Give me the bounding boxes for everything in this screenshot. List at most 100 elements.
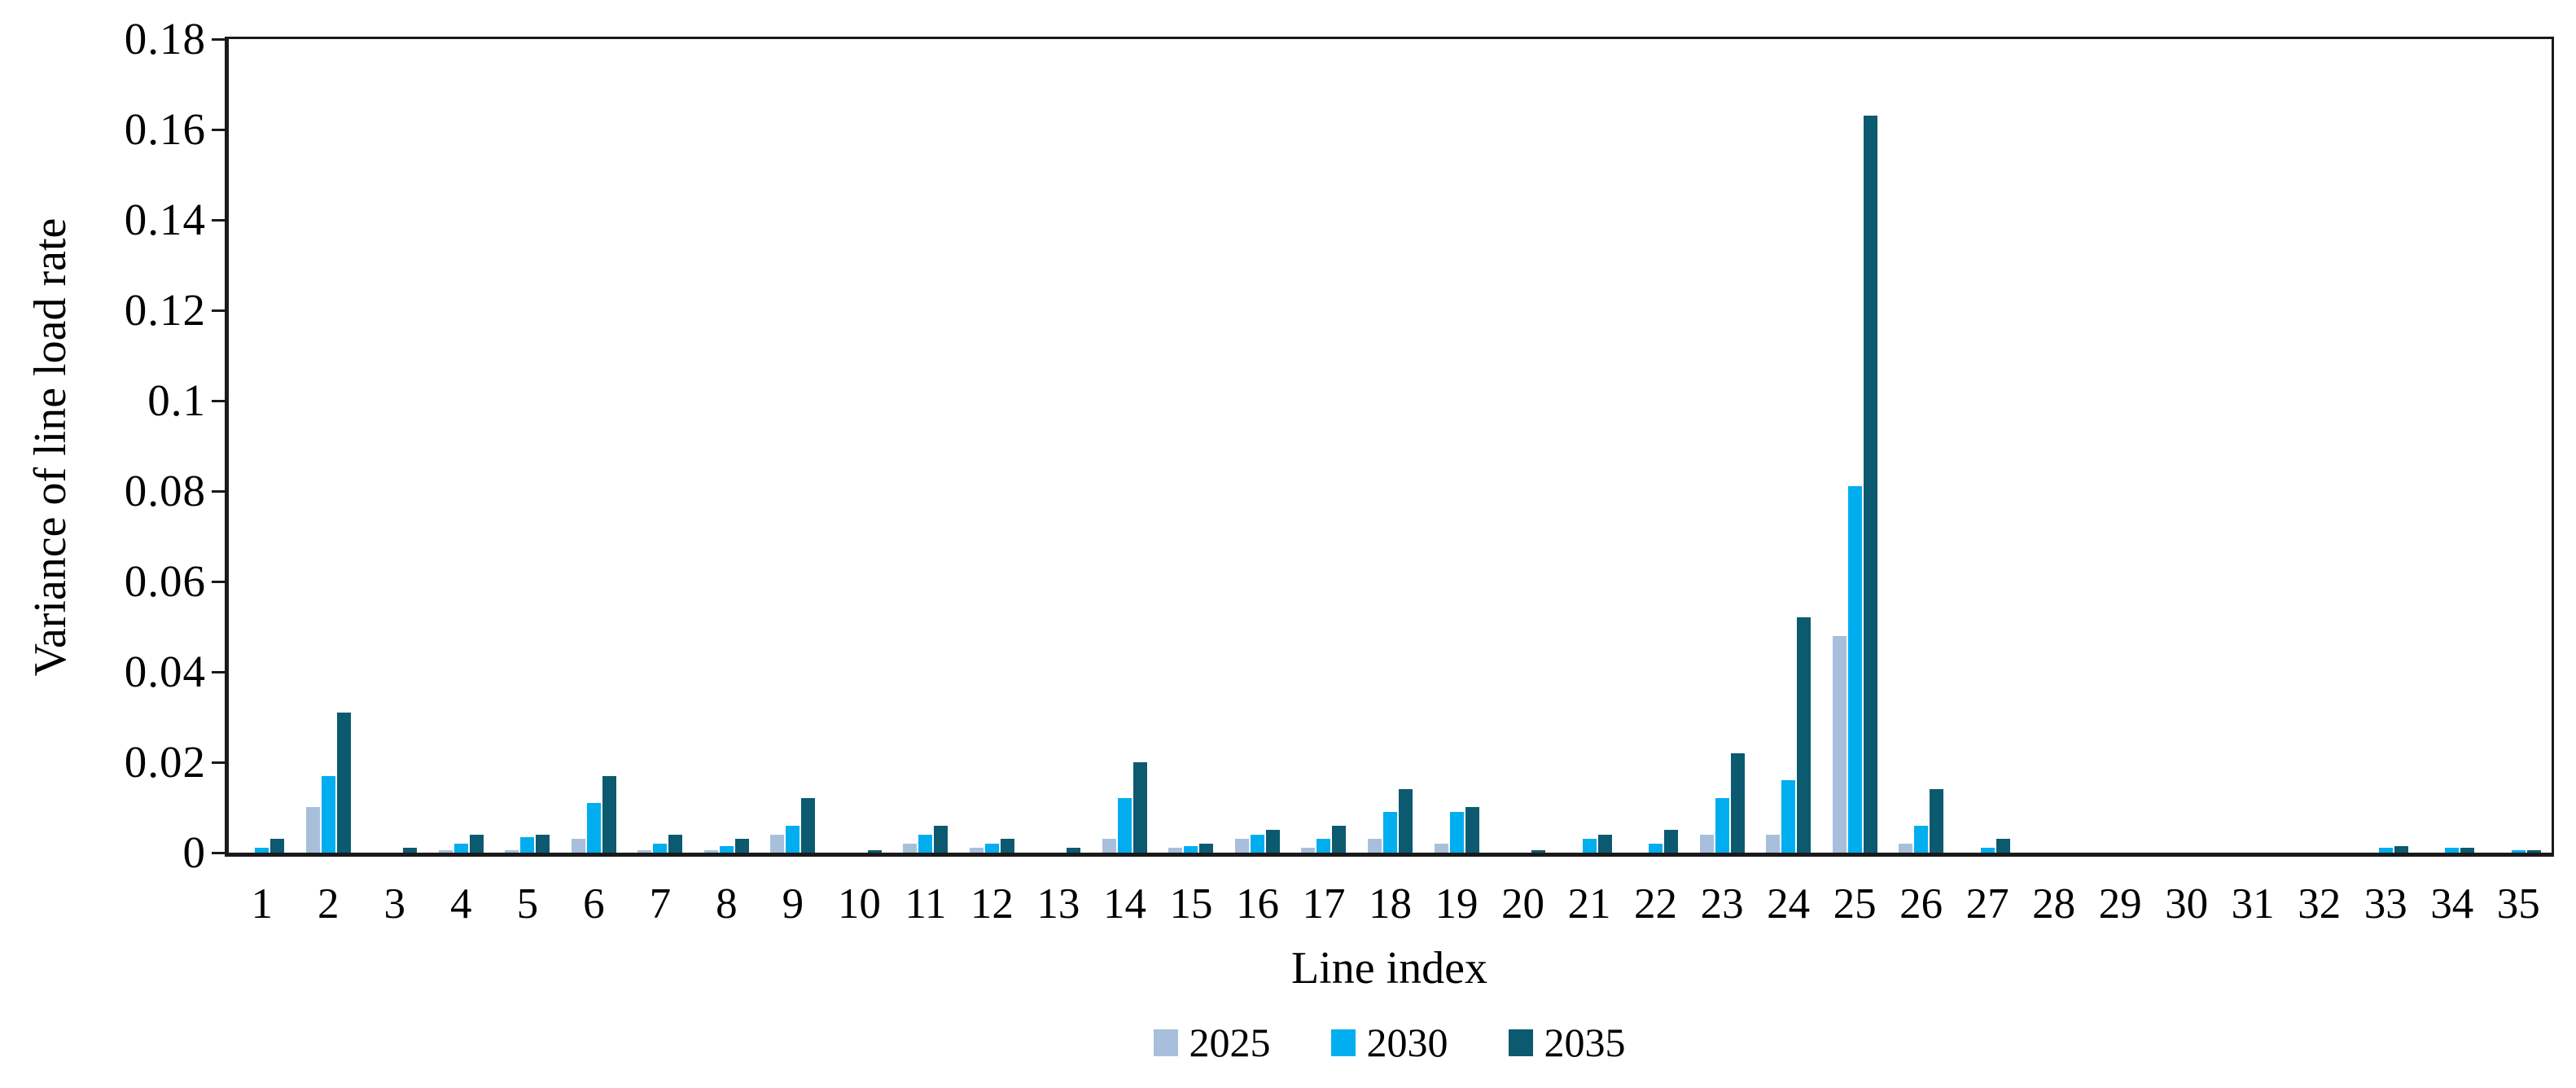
legend-item-2025: 2025	[1153, 1020, 1271, 1065]
x-tick-label: 8	[716, 880, 738, 928]
bar-2030	[2378, 848, 2393, 853]
bar-2025	[637, 850, 652, 853]
bar-2030	[653, 844, 668, 853]
bar-2035	[1332, 826, 1347, 853]
bar-2035	[867, 850, 882, 853]
legend-swatch-icon	[1153, 1029, 1178, 1056]
bar-2025	[1368, 839, 1382, 853]
x-tick-label: 11	[905, 880, 947, 928]
bar-2030	[1980, 848, 1995, 853]
bar-group	[703, 839, 750, 853]
y-tick-label: 0.06	[124, 556, 206, 606]
y-tick-label: 0.04	[124, 647, 206, 696]
x-tick-label: 26	[1899, 880, 1943, 928]
bar-2030	[918, 835, 933, 853]
x-tick-label: 6	[583, 880, 605, 928]
y-tick-label: 0.02	[124, 737, 206, 787]
bar-2035	[1265, 830, 1280, 853]
x-tick-label: 24	[1767, 880, 1811, 928]
x-tick-label: 27	[1965, 880, 2009, 928]
bar-2035	[1863, 116, 1877, 853]
bar-group	[769, 798, 817, 853]
bar-2025	[1102, 839, 1116, 853]
bar-2030	[520, 837, 535, 853]
bar-2025	[438, 850, 453, 853]
legend: 2025 2030 2035	[225, 1020, 2554, 1065]
x-tick-label: 18	[1369, 880, 1412, 928]
bar-group	[371, 848, 418, 853]
bar-2030	[984, 844, 999, 853]
bar-group	[1300, 826, 1347, 853]
bar-2035	[734, 839, 749, 853]
x-tick-label: 33	[2364, 880, 2407, 928]
y-tick-label: 0	[182, 827, 206, 877]
x-tick-label: 14	[1102, 880, 1146, 928]
x-tick-label: 22	[1634, 880, 1678, 928]
y-axis-tick	[212, 400, 225, 402]
bar-group	[504, 835, 551, 853]
bar-2025	[1832, 636, 1847, 853]
bar-group	[570, 776, 617, 853]
bar-2025	[1899, 844, 1913, 853]
bar-2035	[1199, 844, 1214, 853]
bar-group	[1500, 850, 1547, 853]
bar-2030	[1383, 812, 1397, 853]
bar-2025	[1699, 835, 1714, 853]
bar-2035	[1531, 850, 1546, 853]
bar-group	[437, 835, 484, 853]
bar-2030	[1582, 839, 1597, 853]
bar-2030	[1914, 826, 1929, 853]
bar-2025	[903, 844, 918, 853]
bar-group	[1233, 830, 1281, 853]
y-tick-label: 0.12	[124, 285, 206, 335]
bar-2035	[801, 798, 816, 853]
bar-2030	[1847, 486, 1862, 853]
bar-2035	[270, 839, 285, 853]
bar-group	[1831, 116, 1878, 853]
x-tick-label: 35	[2496, 880, 2540, 928]
x-tick-label: 32	[2298, 880, 2342, 928]
bar-2030	[2445, 848, 2460, 853]
y-axis-tick	[212, 219, 225, 222]
bar-group	[2429, 848, 2476, 853]
y-axis-tick	[212, 129, 225, 131]
bar-2030	[1715, 798, 1729, 853]
bar-2030	[1316, 839, 1331, 853]
bar-2025	[1234, 839, 1249, 853]
legend-swatch-icon	[1508, 1029, 1533, 1056]
bar-group	[1101, 762, 1148, 853]
x-axis-title: Line index	[1290, 943, 1488, 994]
y-axis-tick	[212, 309, 225, 312]
bar-group	[1566, 835, 1613, 853]
bar-2035	[2394, 846, 2408, 853]
x-tick-label: 15	[1169, 880, 1213, 928]
x-tick-label: 7	[649, 880, 672, 928]
bar-2035	[1465, 807, 1479, 853]
x-tick-label: 21	[1567, 880, 1611, 928]
y-tick-label: 0.16	[124, 104, 206, 154]
bar-2030	[1250, 835, 1264, 853]
x-tick-label: 5	[516, 880, 539, 928]
bar-2030	[1184, 846, 1198, 853]
y-tick-label: 0.08	[124, 466, 206, 515]
bar-group	[637, 835, 684, 853]
bar-2035	[403, 848, 418, 853]
x-tick-label: 28	[2032, 880, 2076, 928]
bar-2025	[1168, 848, 1183, 853]
x-tick-label: 30	[2165, 880, 2209, 928]
x-tick-label: 1	[251, 880, 274, 928]
bar-2030	[1117, 798, 1132, 853]
bar-2025	[571, 839, 585, 853]
x-tick-label: 31	[2231, 880, 2275, 928]
y-tick-label: 0.18	[124, 14, 206, 64]
legend-label: 2035	[1544, 1020, 1626, 1065]
legend-label: 2030	[1366, 1020, 1448, 1065]
bar-2030	[321, 776, 335, 853]
bar-group	[1367, 789, 1414, 853]
legend-item-2030: 2030	[1330, 1020, 1448, 1065]
bar-2030	[1449, 812, 1464, 853]
bar-2025	[770, 835, 785, 853]
x-tick-label: 3	[383, 880, 406, 928]
bar-group	[1632, 830, 1680, 853]
